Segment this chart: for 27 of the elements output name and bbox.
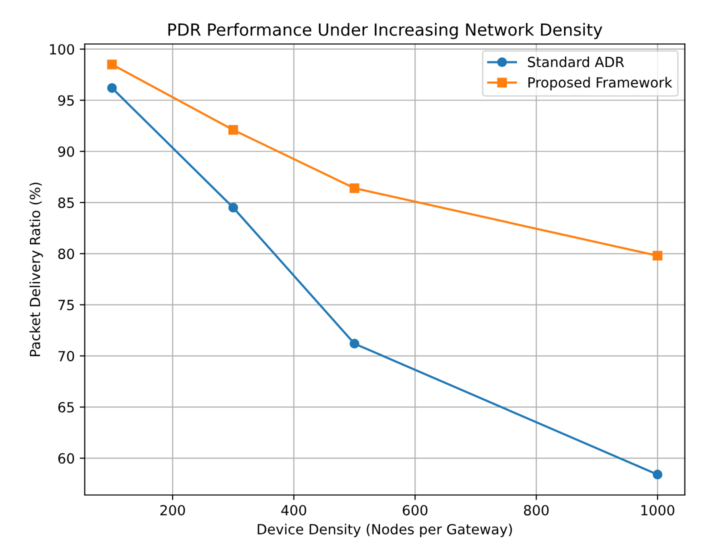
y-tick-label: 85 xyxy=(58,197,74,208)
x-tick-label: 1000 xyxy=(641,504,674,516)
y-tick-label: 90 xyxy=(58,146,74,157)
y-tick-label: 80 xyxy=(58,248,74,260)
x-tick-label: 800 xyxy=(524,504,549,516)
y-tick-label: 60 xyxy=(58,453,74,464)
x-tick-label: 400 xyxy=(281,504,306,516)
point xyxy=(350,183,360,194)
point xyxy=(652,470,662,480)
point xyxy=(652,250,662,261)
y-tick-label: 75 xyxy=(58,300,74,310)
legend-label: Standard ADR xyxy=(528,56,624,68)
y-tick-label: 100 xyxy=(50,44,74,55)
chart-title: PDR Performance Under Increasing Network Density xyxy=(168,23,602,40)
y-tick-label: 70 xyxy=(58,350,74,362)
point xyxy=(350,338,360,349)
legend-label: Proposed Framework xyxy=(528,76,672,90)
y-tick-label: 65 xyxy=(58,402,74,413)
point xyxy=(228,202,238,212)
point xyxy=(107,60,117,70)
x-axis-title: Device Density (Nodes per Gateway) xyxy=(258,524,512,538)
point xyxy=(228,125,238,135)
x-tick-label: 600 xyxy=(402,504,428,516)
y-axis-title: Packet Delivery Ratio (%) xyxy=(29,182,43,356)
y-tick-label: 95 xyxy=(58,95,74,106)
x-tick-label: 200 xyxy=(160,504,185,516)
point xyxy=(107,83,117,93)
